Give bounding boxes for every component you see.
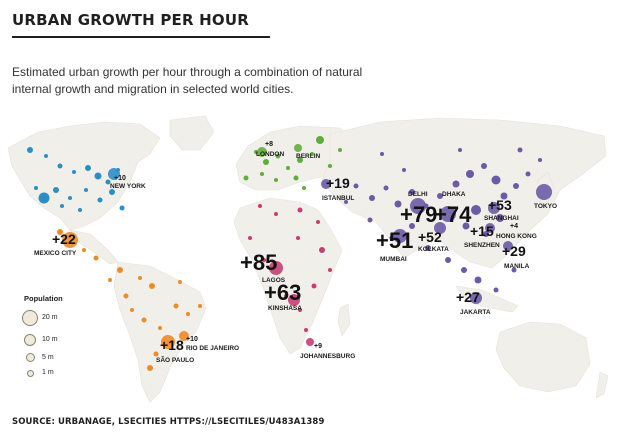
title-underline [12, 36, 270, 38]
land-south-america [113, 261, 207, 403]
latin-america-dots [57, 229, 202, 371]
city-bubble-mexico-city [62, 232, 78, 248]
city-name-manila: MANILA [504, 263, 530, 270]
city-name-new-york: NEW YORK [110, 183, 146, 190]
growth-new-york: +10 [114, 175, 126, 182]
city-name-istanbul: ISTANBUL [322, 195, 354, 202]
city-name-hong-kong: HONG KONG [496, 233, 537, 240]
city-name-jakarta: JAKARTA [460, 309, 491, 316]
growth-kinshasa: +63 [264, 280, 301, 305]
page-title: URBAN GROWTH PER HOUR [12, 11, 249, 29]
growth-sao-paulo: +18 [160, 337, 184, 353]
city-name-delhi: DELHI [408, 191, 428, 198]
land-central-america [69, 229, 119, 265]
city-bubble-mumbai [393, 229, 407, 243]
land-africa [233, 197, 343, 355]
city-name-tokyo: TOKYO [534, 203, 557, 210]
city-labels: +8 LONDON BERLIN +10 NEW YORK +19 ISTANB… [34, 141, 557, 364]
city-name-shenzhen: SHENZHEN [464, 242, 500, 249]
population-legend: Population 20 m 10 m 5 m 1 m [22, 294, 102, 394]
major-city-bubbles [62, 144, 552, 349]
city-bubble-lagos [269, 261, 283, 275]
city-name-berlin: BERLIN [296, 153, 321, 160]
growth-lagos: +85 [240, 250, 277, 275]
legend-label-5m: 5 m [42, 354, 54, 361]
city-bubble-kinshasa [288, 294, 300, 306]
land-new-zealand [595, 371, 609, 399]
growth-rio: +10 [186, 336, 198, 343]
legend-label-20m: 20 m [42, 314, 58, 321]
city-name-rio: RIO DE JANEIRO [186, 345, 239, 352]
growth-manila: +29 [502, 243, 526, 259]
growth-dhaka: +74 [434, 202, 472, 227]
city-name-lagos: LAGOS [262, 277, 286, 284]
city-bubble-new-york [108, 168, 120, 180]
legend-circle-20m [22, 310, 38, 326]
land-north-america [7, 121, 161, 231]
city-name-kinshasa: KINSHASA [268, 305, 302, 312]
asia-dots [344, 147, 542, 293]
city-bubble-dhaka [440, 206, 456, 222]
legend-title: Population [24, 294, 63, 303]
land-indonesia [455, 285, 519, 313]
city-bubble-kolkata [434, 222, 446, 234]
growth-kolkata: +52 [418, 229, 442, 245]
city-name-mexico-city: MEXICO CITY [34, 250, 77, 257]
growth-shenzhen: +15 [470, 223, 494, 239]
land-asia [321, 117, 607, 269]
growth-jakarta: +27 [456, 289, 480, 305]
city-name-mumbai: MUMBAI [380, 256, 407, 263]
city-bubble-rio [179, 331, 189, 341]
legend-circle-10m [24, 334, 36, 346]
growth-mumbai: +51 [376, 228, 413, 253]
city-bubble-hong-kong [485, 223, 495, 233]
city-bubble-manila [503, 241, 513, 251]
city-name-sao-paulo: SÃO PAULO [156, 355, 194, 364]
city-name-dhaka: DHAKA [442, 191, 466, 198]
city-bubble-johannesburg [306, 338, 314, 346]
growth-delhi: +79 [400, 202, 437, 227]
city-bubble-tokyo [536, 184, 552, 200]
city-bubble-delhi [410, 198, 426, 214]
legend-label-10m: 10 m [42, 336, 58, 343]
growth-london: +8 [265, 141, 273, 148]
source-note: SOURCE: URBANAGE, LSECITIES HTTPS://LSEC… [12, 417, 325, 427]
growth-hong-kong: +4 [510, 223, 518, 230]
city-bubble-shanghai [488, 202, 500, 214]
growth-mexico-city: +22 [52, 231, 76, 247]
city-bubble-sao-paulo [161, 335, 175, 349]
legend-label-1m: 1 m [42, 369, 54, 376]
north-america-dots [27, 147, 125, 212]
city-bubble-berlin [294, 144, 302, 152]
legend-circle-1m [26, 370, 34, 377]
city-name-shanghai: SHANGHAI [484, 215, 519, 222]
europe-dots [243, 136, 342, 190]
africa-dots [248, 204, 332, 332]
growth-istanbul: +19 [326, 175, 350, 191]
city-bubble-jakarta [470, 292, 482, 304]
land-australia [495, 321, 591, 393]
land-greenland [169, 115, 215, 151]
city-bubble-london [257, 147, 267, 157]
growth-johannesburg: +9 [314, 343, 322, 350]
world-map: +8 LONDON BERLIN +10 NEW YORK +19 ISTANB… [7, 115, 609, 403]
minor-city-dots [27, 136, 542, 371]
legend-circle-5m [25, 353, 35, 362]
city-name-kolkata: KOLKATA [418, 246, 449, 253]
city-name-london: LONDON [256, 151, 284, 158]
land-madagascar [337, 303, 351, 337]
page-subtitle: Estimated urban growth per hour through … [12, 65, 363, 96]
city-name-johannesburg: JOHANNESBURG [300, 353, 355, 360]
growth-shanghai: +53 [488, 197, 512, 213]
city-bubble-istanbul [321, 179, 331, 189]
